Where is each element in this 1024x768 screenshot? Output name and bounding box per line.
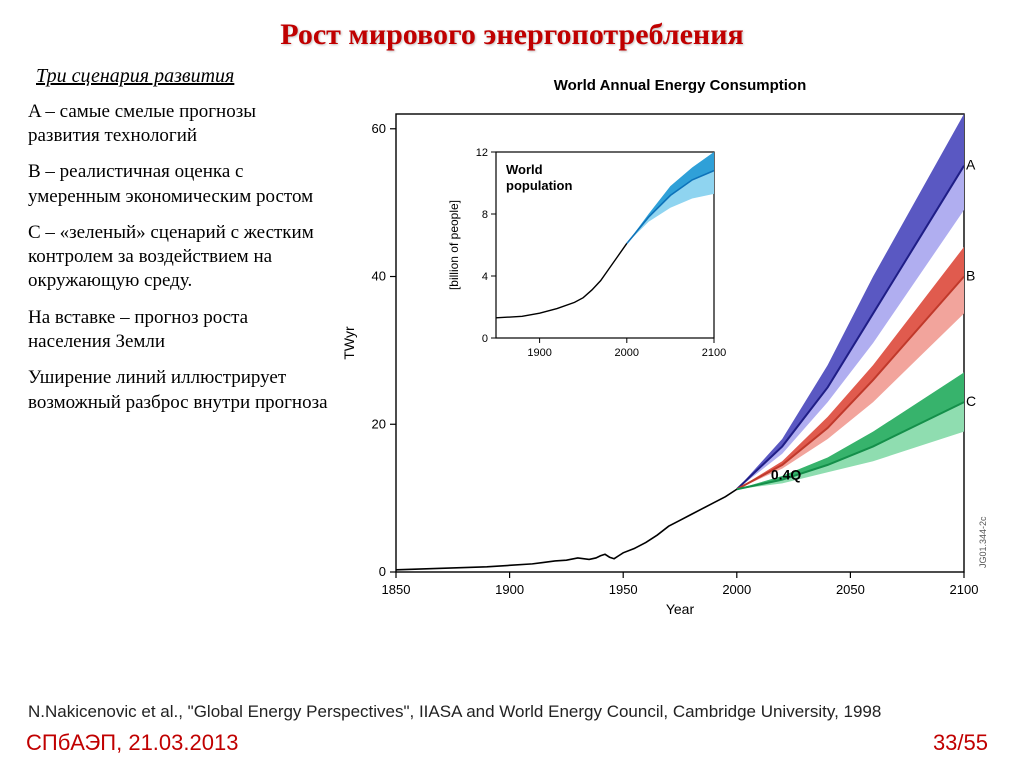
citation: N.Nakicenovic et al., "Global Energy Per… [28,702,881,722]
svg-text:2000: 2000 [722,582,751,597]
svg-text:40: 40 [372,269,386,284]
svg-text:2100: 2100 [950,582,979,597]
slide-title: Рост мирового энергопотребления [0,0,1024,52]
svg-text:60: 60 [372,121,386,136]
svg-text:[billion of people]: [billion of people] [447,200,461,290]
svg-text:20: 20 [372,416,386,431]
svg-text:World: World [506,162,543,177]
svg-text:Year: Year [666,601,695,617]
para-a: A – самые смелые прогнозы развития техно… [28,100,328,149]
svg-text:0: 0 [482,333,488,345]
svg-text:TWyr: TWyr [341,326,357,360]
svg-text:JG01.344-2c: JG01.344-2c [978,516,988,568]
svg-text:A: A [966,157,976,173]
content-row: Три сценария развития A – самые смелые п… [0,52,1024,620]
svg-text:1850: 1850 [382,582,411,597]
left-column: Три сценария развития A – самые смелые п… [28,60,328,620]
footer-left: СПбАЭП, 21.03.2013 [26,730,238,756]
svg-text:2100: 2100 [702,347,726,359]
para-c: C – «зеленый» сценарий с жестким контрол… [28,221,328,294]
svg-text:2050: 2050 [836,582,865,597]
svg-text:B: B [966,268,975,284]
para-inset: На вставке – прогноз роста населения Зем… [28,306,328,355]
energy-chart: World Annual Energy Consumption 1850 1900 1… [334,60,994,620]
para-spread: Уширение линий иллюстрирует возможный ра… [28,366,328,415]
footer-right: 33/55 [933,730,988,756]
chart-column: World Annual Energy Consumption 1850 1900 1… [334,60,1004,620]
svg-text:4: 4 [482,271,488,283]
svg-text:population: population [506,178,572,193]
svg-text:12: 12 [476,147,488,159]
svg-text:1900: 1900 [495,582,524,597]
svg-text:0: 0 [379,564,386,579]
para-b: B – реалистичная оценка с умеренным экон… [28,160,328,209]
svg-text:2000: 2000 [615,347,639,359]
svg-text:1950: 1950 [609,582,638,597]
svg-text:C: C [966,393,976,409]
svg-text:1900: 1900 [527,347,551,359]
svg-text:8: 8 [482,209,488,221]
svg-text:0.4Q: 0.4Q [771,467,801,483]
subtitle: Три сценария развития [36,64,328,90]
svg-text:World Annual Energy Consumptio: World Annual Energy Consumption [554,77,807,94]
